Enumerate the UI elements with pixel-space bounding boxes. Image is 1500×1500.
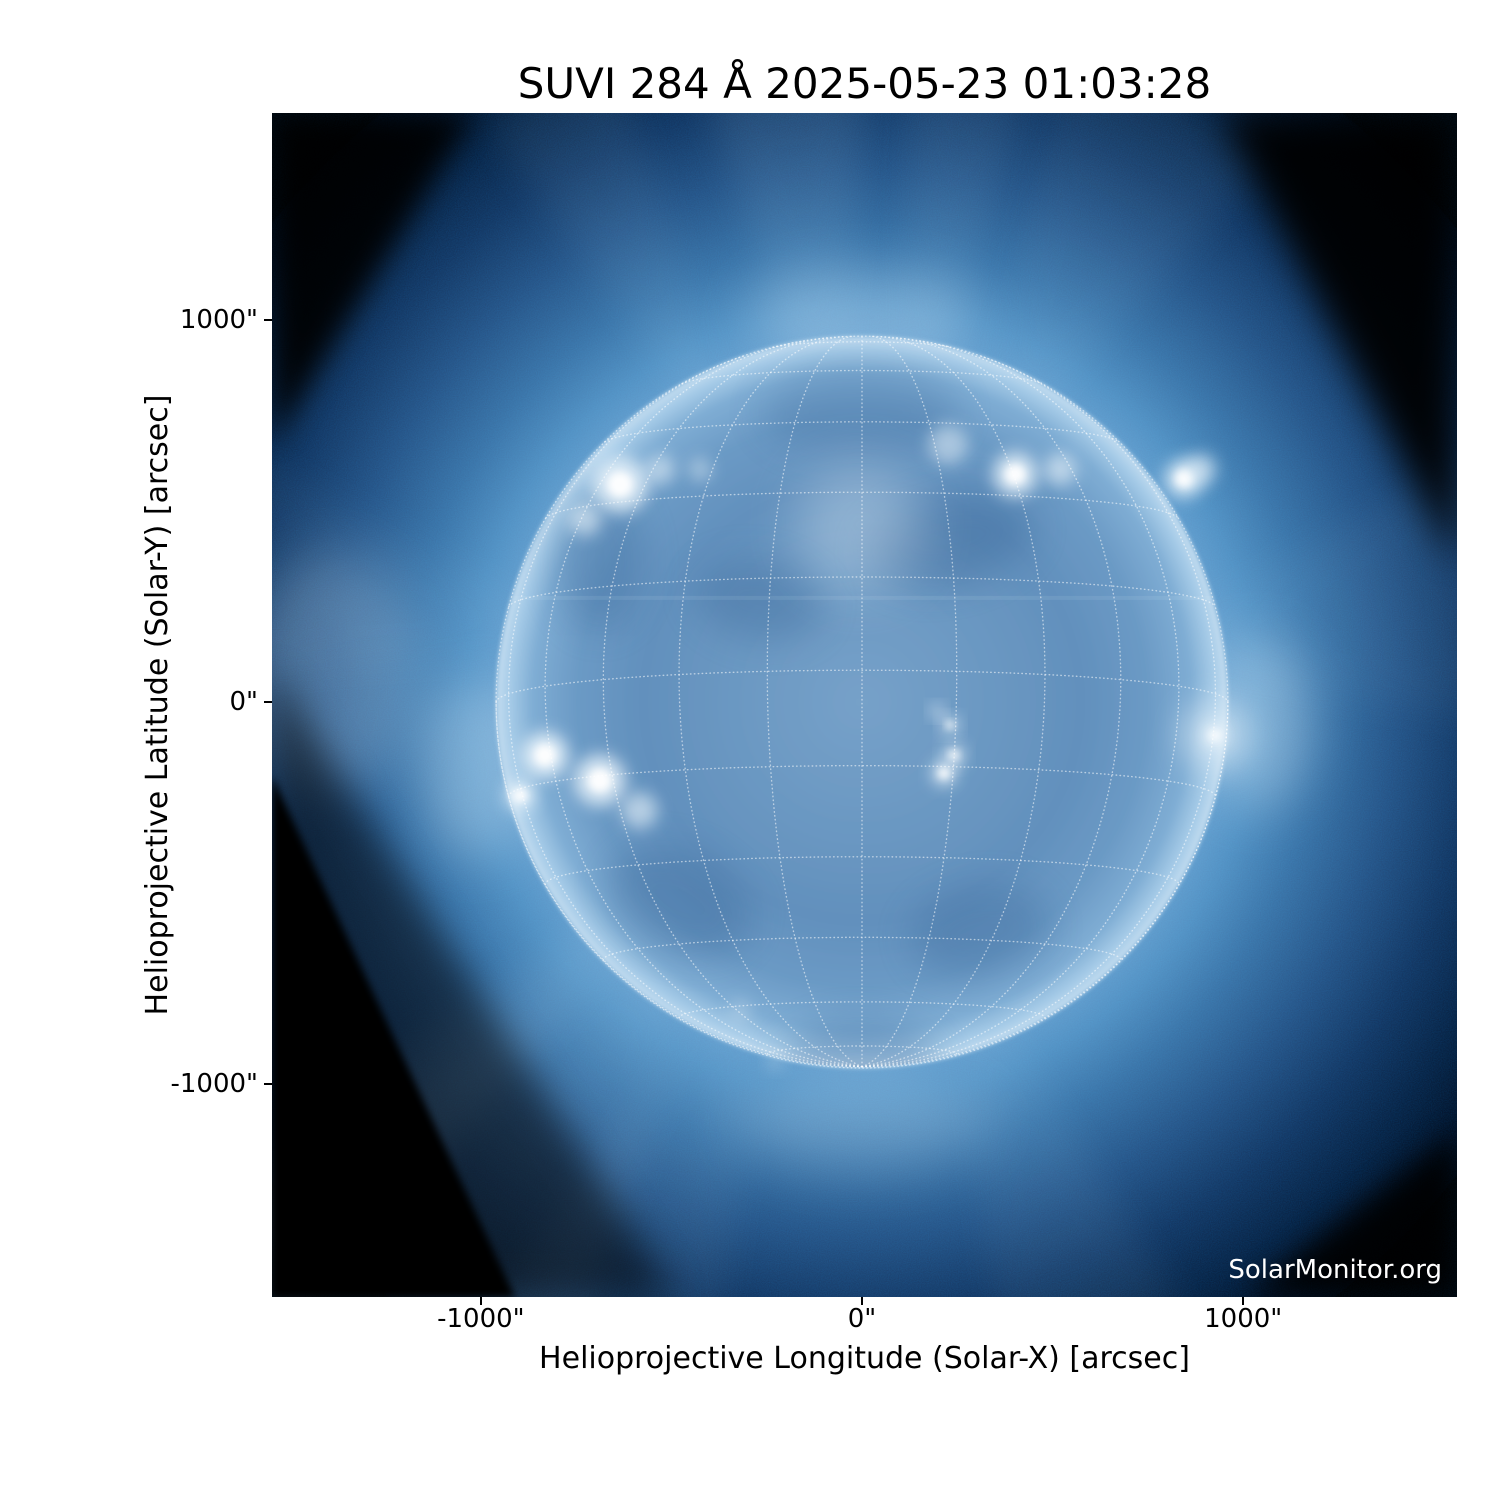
figure-title: SUVI 284 Å 2025-05-23 01:03:28 xyxy=(517,59,1212,108)
y-tick-label: 1000" xyxy=(179,305,258,336)
y-tickmark xyxy=(264,319,272,322)
watermark-text: SolarMonitor.org xyxy=(1228,1255,1442,1285)
y-tickmark xyxy=(264,701,272,704)
x-tick-label: 0" xyxy=(847,1304,877,1334)
y-tick-label: 0" xyxy=(229,687,258,718)
y-axis-label: Helioprojective Latitude (Solar-Y) [arcs… xyxy=(140,394,175,1016)
y-tick-label: -1000" xyxy=(170,1069,258,1100)
solar-disk-image xyxy=(272,113,1457,1297)
y-tickmark xyxy=(264,1083,272,1086)
x-axis-label: Helioprojective Longitude (Solar-X) [arc… xyxy=(539,1341,1190,1376)
image-footprint-shadows xyxy=(272,113,1457,1297)
solar-image-plot-area xyxy=(272,113,1457,1297)
x-tickmark xyxy=(861,1297,863,1305)
x-tickmark xyxy=(479,1297,482,1305)
heliographic-grid xyxy=(495,335,1229,1069)
x-tickmark xyxy=(1242,1297,1245,1305)
x-tick-label: 1000" xyxy=(1204,1304,1283,1334)
x-tick-label: -1000" xyxy=(437,1304,525,1334)
